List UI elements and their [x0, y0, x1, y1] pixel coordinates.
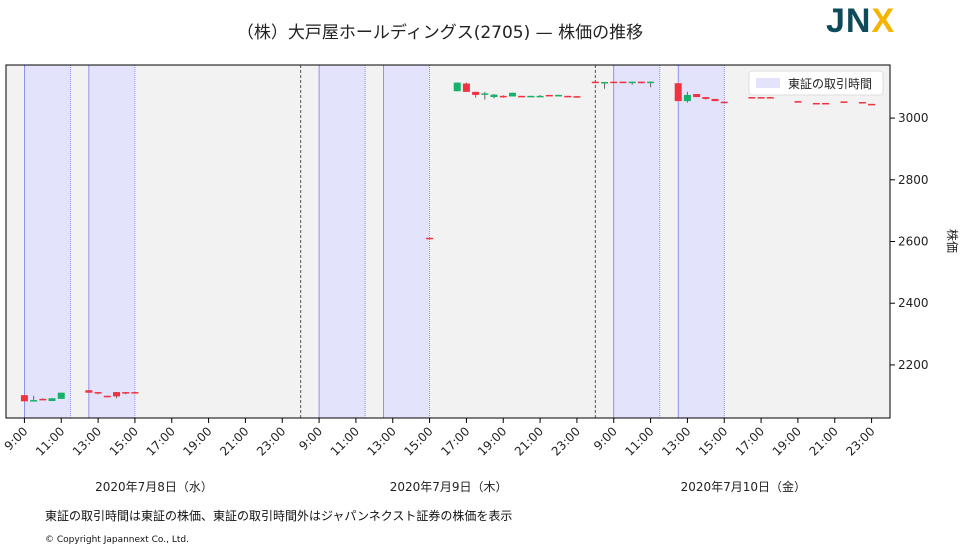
legend-box — [748, 70, 884, 96]
x-tick-label: 19:00 — [180, 424, 214, 458]
x-tick-label: 23:00 — [549, 424, 583, 458]
candle-body — [536, 95, 544, 98]
candle-body — [39, 398, 47, 401]
candle-body — [822, 102, 830, 105]
session-band — [383, 65, 430, 418]
x-tick-label: 11:00 — [622, 424, 656, 458]
candle-body — [481, 93, 489, 95]
session-band — [613, 65, 660, 418]
candle-body — [94, 392, 102, 394]
y-tick-label: 2200 — [898, 358, 929, 372]
x-tick-label: 15:00 — [107, 424, 141, 458]
candle-body — [868, 103, 876, 106]
y-tick-label: 3000 — [898, 111, 929, 125]
candle-body — [794, 101, 802, 103]
candle-body — [573, 96, 581, 98]
x-tick-label: 11:00 — [328, 424, 362, 458]
x-tick-label: 23:00 — [843, 424, 877, 458]
x-tick-label: 21:00 — [512, 424, 546, 458]
candle-body — [518, 95, 526, 98]
candle-body — [674, 83, 682, 102]
x-tick-label: 19:00 — [770, 424, 804, 458]
date-label: 2020年7月9日（木） — [390, 480, 508, 494]
x-tick-label: 13:00 — [70, 424, 104, 458]
candle-body — [693, 94, 701, 98]
candle-body — [472, 91, 480, 95]
candle-body — [48, 398, 56, 402]
candle-body — [490, 94, 498, 98]
candle-body — [858, 102, 866, 104]
session-band — [24, 65, 71, 418]
candle-body — [20, 395, 28, 402]
x-tick-label: 21:00 — [217, 424, 251, 458]
candle-body — [57, 392, 65, 399]
x-tick-label: 17:00 — [438, 424, 472, 458]
copyright: © Copyright Japannext Co., Ltd. — [45, 535, 189, 545]
candle-body — [601, 81, 609, 84]
legend-swatch — [756, 78, 780, 88]
candle-body — [610, 81, 618, 84]
x-tick-label: 13:00 — [659, 424, 693, 458]
candle-body — [711, 98, 719, 102]
candle-body — [812, 102, 820, 105]
candle-body — [555, 94, 562, 97]
x-tick-label: 9:00 — [591, 424, 620, 453]
candle-body — [545, 94, 553, 97]
candle-body — [462, 83, 470, 92]
session-band — [319, 65, 366, 418]
plot-area — [6, 65, 890, 418]
candle-body — [453, 82, 461, 92]
candle-body — [85, 390, 93, 393]
date-label: 2020年7月10日（金） — [681, 479, 806, 494]
candle-body — [499, 95, 507, 98]
x-tick-label: 19:00 — [475, 424, 509, 458]
x-tick-label: 9:00 — [2, 424, 31, 453]
chart-title: （株）大戸屋ホールディングス(2705) — 株価の推移 — [236, 23, 644, 43]
candle-body — [619, 81, 627, 84]
y-tick-label: 2800 — [898, 173, 929, 187]
y-tick-label: 2400 — [898, 296, 929, 310]
candle-body — [702, 97, 710, 99]
candle-body — [426, 237, 434, 240]
candle-body — [527, 95, 535, 98]
x-tick-label: 11:00 — [33, 424, 67, 458]
candle-body — [113, 392, 120, 397]
candle-body — [757, 97, 765, 99]
candle-body — [628, 81, 636, 84]
candle-body — [683, 94, 691, 102]
x-tick-label: 15:00 — [401, 424, 435, 458]
candle-body — [766, 97, 774, 99]
x-tick-label: 17:00 — [733, 424, 767, 458]
candle-body — [840, 101, 848, 103]
candle-body — [131, 392, 139, 394]
candle-body — [122, 392, 130, 394]
session-band — [88, 65, 135, 418]
x-tick-label: 21:00 — [807, 424, 841, 458]
x-tick-label: 13:00 — [365, 424, 399, 458]
date-label: 2020年7月8日（水） — [95, 480, 213, 494]
candle-body — [30, 400, 38, 402]
candle-body — [564, 95, 572, 98]
candle-body — [508, 92, 516, 97]
candle-body — [591, 81, 599, 84]
legend-label: 東証の取引時間 — [788, 77, 872, 91]
candle-body — [647, 81, 655, 84]
candle-body — [720, 101, 728, 104]
x-tick-label: 15:00 — [696, 424, 730, 458]
candle-body — [748, 97, 756, 99]
candle-body — [637, 81, 645, 84]
x-tick-label: 23:00 — [254, 424, 288, 458]
jnx-logo: JNX — [826, 2, 896, 40]
y-axis-label: 株価 — [945, 229, 960, 253]
x-tick-label: 17:00 — [144, 424, 178, 458]
candle-body — [103, 395, 111, 398]
y-tick-label: 2600 — [898, 235, 929, 249]
footnote: 東証の取引時間は東証の株価、東証の取引時間外はジャパンネクスト証券の株価を表示 — [45, 509, 513, 523]
x-tick-label: 9:00 — [296, 424, 325, 453]
session-band — [678, 65, 725, 418]
